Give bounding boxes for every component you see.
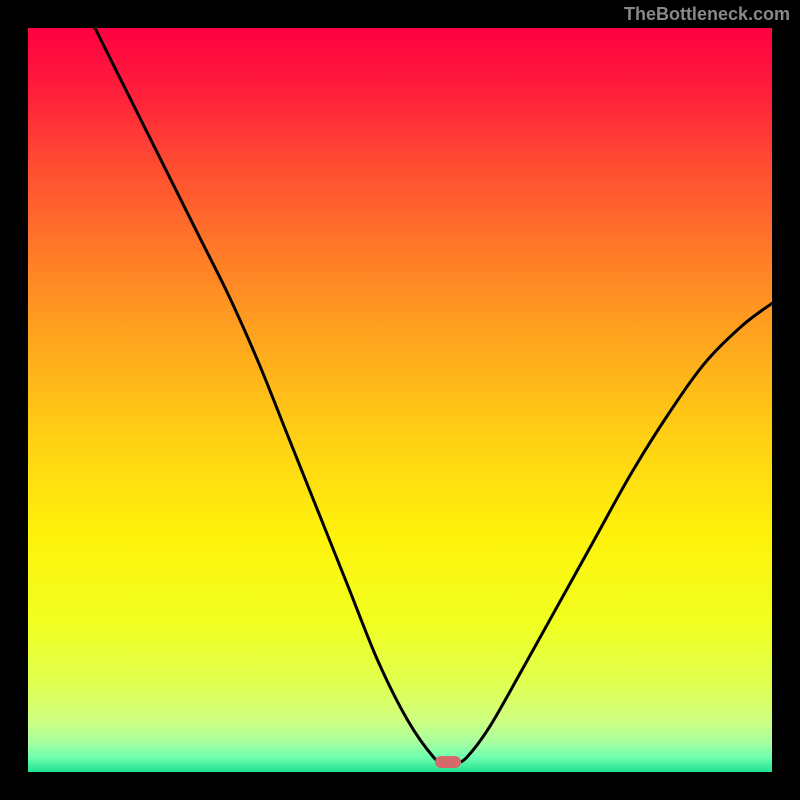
min-marker-pill	[435, 756, 461, 768]
curve-path	[95, 28, 772, 764]
bottleneck-curve	[28, 28, 772, 772]
attribution-text: TheBottleneck.com	[624, 4, 790, 25]
plot-area	[28, 28, 772, 772]
chart-container: { "attribution": { "text": "TheBottlenec…	[0, 0, 800, 800]
minimum-marker	[435, 756, 461, 768]
